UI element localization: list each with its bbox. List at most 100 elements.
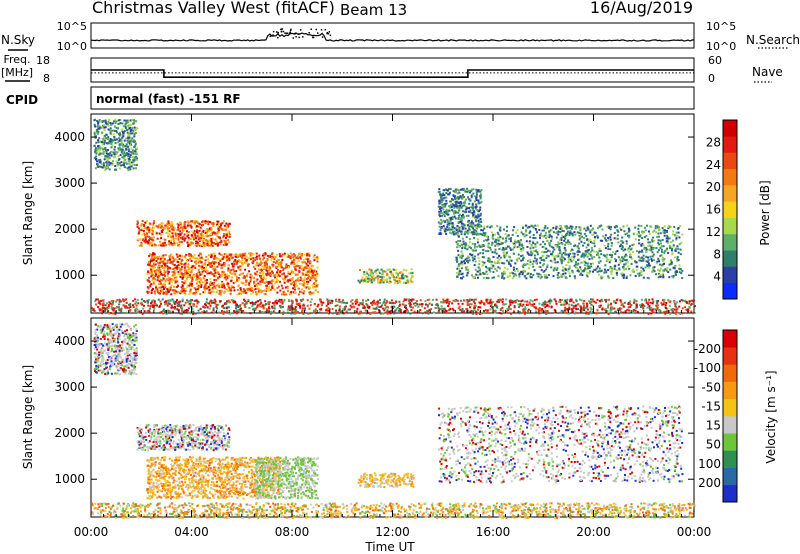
data-pixel [445,208,448,211]
data-pixel [178,244,181,247]
data-pixel [583,260,586,263]
data-pixel [641,230,644,233]
data-pixel [604,247,607,250]
data-pixel [148,255,151,257]
data-pixel [598,225,601,228]
data-pixel [107,153,110,155]
data-pixel [170,277,173,280]
data-pixel [468,190,471,192]
data-pixel [207,260,210,263]
data-pixel [516,269,519,272]
data-pixel [177,273,180,276]
data-pixel [553,256,556,259]
data-pixel [515,274,518,277]
data-pixel [544,237,547,240]
data-pixel [437,205,440,208]
data-pixel [570,232,573,235]
data-pixel [565,253,568,256]
data-pixel [293,265,296,268]
data-pixel [531,240,534,243]
data-pixel [550,228,553,231]
data-pixel [166,223,169,226]
data-pixel [472,249,475,252]
data-pixel [108,157,111,160]
data-pixel [216,244,219,247]
data-pixel [457,221,460,223]
data-pixel [461,253,464,256]
data-pixel [193,230,196,232]
data-pixel [479,206,482,209]
data-pixel [121,153,124,156]
data-pixel [216,265,219,268]
data-pixel [486,225,489,228]
data-pixel [244,268,247,271]
data-pixel [586,239,589,241]
data-pixel [306,258,309,261]
data-pixel [283,252,286,255]
data-pixel [299,256,302,259]
data-pixel [227,267,230,270]
data-pixel [237,253,240,256]
data-pixel [576,269,579,272]
data-pixel [530,225,533,228]
data-pixel [491,241,494,244]
data-pixel [284,292,287,295]
data-pixel [225,288,228,291]
data-pixel [225,233,228,236]
data-pixel [127,134,130,137]
data-pixel [315,270,318,273]
data-pixel [623,274,626,277]
data-pixel [120,140,123,143]
data-pixel [173,290,176,293]
data-pixel [657,257,660,260]
data-pixel [161,261,164,264]
data-pixel [635,261,638,264]
data-pixel [500,241,502,244]
data-pixel [456,246,458,249]
data-pixel [260,268,263,271]
data-pixel [656,235,659,238]
data-pixel [390,299,393,302]
data-pixel [127,150,130,153]
data-pixel [647,266,650,269]
data-pixel [157,271,160,274]
data-pixel [160,282,162,285]
nsearch-dot [311,36,314,39]
data-pixel [484,239,487,241]
data-pixel [188,276,191,278]
data-pixel [550,245,553,248]
data-pixel [461,227,464,230]
data-pixel [275,265,277,268]
data-pixel [212,222,215,225]
data-pixel [210,262,213,265]
nsearch-dot [288,32,291,35]
data-pixel [162,272,165,275]
data-pixel [136,127,139,130]
data-pixel [560,273,563,276]
data-pixel [489,248,492,251]
data-pixel [141,220,144,222]
data-pixel [460,250,463,253]
data-pixel [567,253,570,256]
data-pixel [140,242,143,245]
data-pixel [480,189,483,191]
data-pixel [235,270,238,273]
data-pixel [463,233,466,236]
data-pixel [654,225,657,228]
data-pixel [256,262,259,265]
data-pixel [156,256,159,258]
data-pixel [189,266,192,269]
data-pixel [116,151,119,154]
data-pixel [440,197,443,200]
data-pixel [288,278,291,281]
data-pixel [466,248,469,251]
data-pixel [562,266,565,269]
data-pixel [102,150,105,153]
data-pixel [316,260,319,263]
data-pixel [285,293,288,296]
data-pixel [146,228,149,231]
nave-tick-lo: 0 [708,72,715,85]
data-pixel [177,229,180,232]
data-pixel [230,289,233,292]
data-pixel [454,188,457,191]
